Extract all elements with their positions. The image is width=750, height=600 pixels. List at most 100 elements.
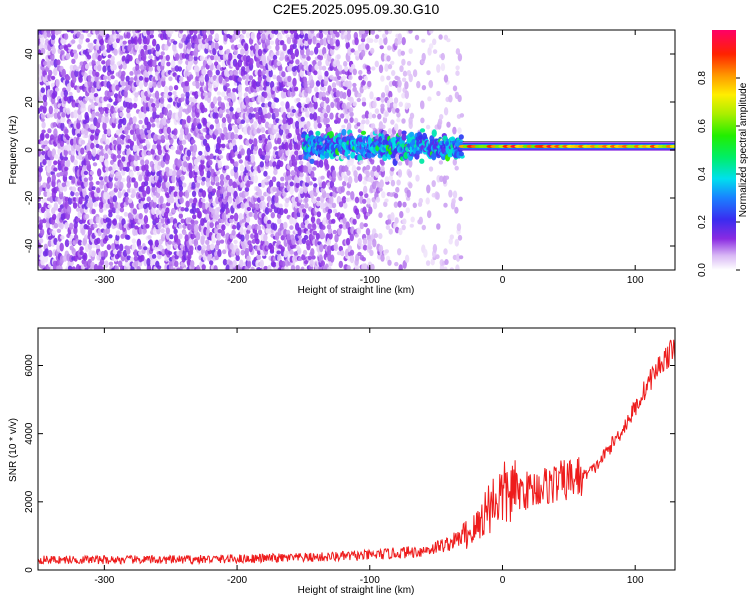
heatmap-cell	[77, 112, 83, 121]
heatmap-cell	[295, 59, 300, 65]
heatmap-cell	[233, 48, 238, 55]
heatmap-cell	[375, 196, 381, 203]
heatmap-cell	[431, 180, 436, 188]
heatmap-cell	[266, 195, 272, 203]
heatmap-cell	[152, 194, 158, 203]
heatmap-cell	[356, 227, 362, 235]
heatmap-cell	[402, 218, 407, 225]
heatmap-cell	[46, 191, 51, 198]
heatmap-cell	[234, 133, 239, 140]
heatmap-cell	[323, 53, 328, 59]
heatmap-cell	[134, 92, 139, 98]
heatmap-cell	[406, 102, 411, 109]
heatmap-cell	[241, 244, 247, 251]
heatmap-cell	[421, 52, 426, 62]
heatmap-cell	[134, 225, 139, 230]
heatmap-cell	[216, 64, 221, 70]
heatmap-cell	[282, 132, 288, 141]
heatmap-cell	[91, 186, 96, 191]
heatmap-cell	[175, 53, 180, 61]
heatmap-cell	[91, 250, 96, 257]
heatmap-cell	[116, 250, 122, 258]
heatmap-cell	[319, 159, 324, 168]
x-tick-label: -200	[227, 275, 247, 286]
heatmap-cell	[410, 216, 415, 223]
heatmap-cell	[83, 252, 88, 261]
heatmap-cell	[457, 94, 462, 103]
heatmap-cell	[346, 122, 352, 131]
heatmap-cell	[432, 243, 438, 253]
heatmap-cell	[53, 202, 59, 211]
heatmap-cell	[157, 81, 162, 89]
heatmap-cell	[123, 211, 129, 217]
heatmap-cell	[211, 208, 216, 215]
heatmap-cell	[44, 38, 50, 46]
heatmap-cell	[165, 154, 170, 162]
heatmap-cell	[234, 161, 239, 168]
heatmap-cell	[136, 69, 141, 75]
heatmap-cell	[194, 164, 199, 173]
heatmap-cell	[414, 34, 420, 41]
heatmap-cell	[446, 38, 451, 43]
heatmap-cell	[425, 197, 430, 205]
heatmap-cell	[138, 213, 143, 220]
heatmap-cell	[219, 173, 225, 181]
heatmap-cell	[232, 224, 237, 230]
heatmap-cell	[349, 233, 354, 242]
heatmap-cell	[346, 54, 351, 62]
heatmap-cell	[378, 64, 384, 74]
heatmap-cell	[148, 81, 153, 89]
heatmap-cell	[49, 134, 55, 142]
heatmap-cell	[412, 202, 417, 209]
heatmap-cell	[337, 197, 343, 202]
heatmap-cell	[114, 243, 120, 251]
heatmap-cell	[128, 198, 133, 204]
heatmap-cell	[84, 96, 90, 102]
heatmap-cell	[244, 190, 249, 197]
heatmap-cell	[329, 112, 334, 120]
heatmap-cell	[102, 121, 107, 131]
heatmap-cell	[176, 267, 181, 270]
heatmap-cell	[160, 134, 165, 141]
heatmap-cell	[309, 103, 314, 108]
heatmap-cell	[270, 203, 275, 210]
heatmap-cell	[305, 239, 311, 246]
heatmap-cell	[378, 187, 383, 192]
heatmap-cell	[358, 70, 363, 75]
heatmap-cell	[361, 97, 366, 103]
heatmap-cell	[360, 49, 366, 57]
heatmap-cell	[312, 230, 318, 236]
heatmap-cell	[146, 30, 151, 36]
heatmap-cell	[45, 81, 50, 86]
heatmap-cell	[177, 66, 183, 72]
heatmap-cell	[331, 82, 337, 89]
heatmap-cell	[172, 135, 178, 140]
heatmap-cell	[208, 34, 213, 42]
heatmap-cell	[149, 30, 155, 35]
heatmap-cell	[192, 81, 197, 87]
heatmap-cell	[329, 195, 334, 205]
heatmap-cell	[170, 186, 176, 191]
heatmap-cell	[150, 148, 155, 155]
heatmap-cell	[274, 97, 280, 103]
heatmap-cell	[181, 52, 187, 59]
heatmap-cell	[97, 63, 102, 72]
heatmap-cell	[71, 58, 76, 64]
heatmap-cell	[147, 45, 152, 50]
heatmap-cell	[275, 118, 280, 124]
heatmap-cell	[140, 254, 145, 262]
colorbar-tick-label: 0.6	[697, 119, 708, 133]
heatmap-cell	[103, 96, 108, 102]
heatmap-cell	[401, 224, 406, 231]
heatmap-cell	[206, 170, 211, 179]
heatmap-cell	[291, 109, 297, 113]
heatmap-cell	[38, 196, 41, 202]
heatmap-cell	[407, 170, 413, 178]
heatmap-cell	[124, 261, 130, 267]
heatmap-cell	[409, 223, 414, 228]
heatmap-cell	[133, 255, 139, 262]
heatmap-cell	[84, 214, 90, 219]
heatmap-cell	[214, 128, 219, 136]
heatmap-cell	[119, 112, 124, 117]
heatmap-cell	[444, 175, 450, 180]
